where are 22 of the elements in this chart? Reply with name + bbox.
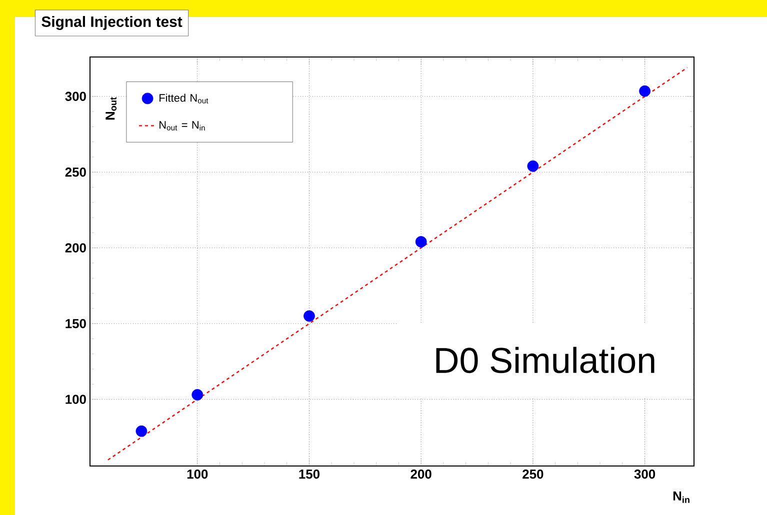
y-tick-label: 200 [65, 243, 86, 252]
legend-label: N$_{out}$ = N$_{in}$ [160, 121, 205, 130]
x-axis-title: N$_{in}$ [673, 492, 690, 503]
point [415, 236, 427, 248]
x-tick-label: 250 [522, 470, 544, 479]
annotation: D0 Simulation [436, 346, 654, 374]
point [527, 160, 539, 172]
y-tick-label: 150 [66, 319, 86, 328]
x-tick-label: 100 [187, 470, 208, 479]
y-axis-title: N$_{out}$ [106, 97, 116, 120]
x-tick-label: 200 [410, 470, 432, 479]
x-tick-label: 150 [299, 470, 320, 479]
point [192, 389, 204, 401]
point [639, 85, 650, 97]
chart-title: Signal Injection test [42, 16, 182, 30]
x-tick-label: 300 [634, 470, 656, 479]
point [136, 425, 148, 437]
legend-label: Fitted N$_{out}$ [160, 94, 208, 104]
y-tick-label: 250 [65, 168, 86, 177]
point [304, 310, 315, 322]
y-tick-label: 300 [65, 92, 86, 101]
y-tick-label: 100 [66, 394, 86, 404]
